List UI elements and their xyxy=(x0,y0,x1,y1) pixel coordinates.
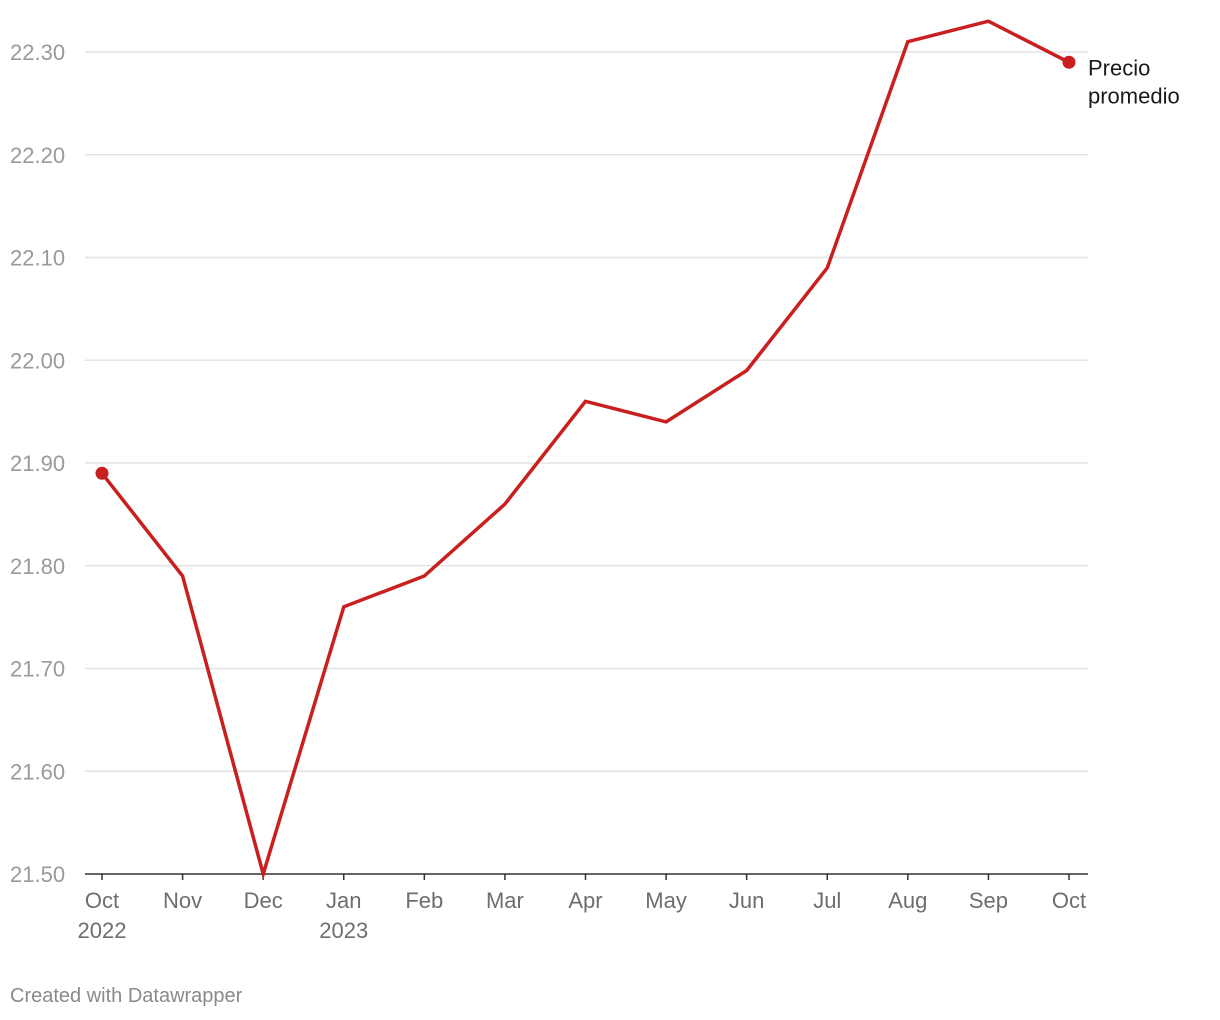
y-tick-label: 21.80 xyxy=(10,554,65,579)
series-line xyxy=(100,19,1070,881)
x-tick-label: Dec xyxy=(244,888,283,913)
y-tick-label: 21.50 xyxy=(10,862,65,887)
series-label: Precio promedio xyxy=(1088,55,1180,108)
series-label-line: Precio xyxy=(1088,55,1150,80)
x-tick-label: Aug xyxy=(888,888,927,913)
x-tick-label: May xyxy=(645,888,687,913)
footer-credit: Created with Datawrapper xyxy=(10,985,243,1007)
endpoint-dot xyxy=(95,466,109,480)
x-tick-label: Nov xyxy=(163,888,202,913)
endpoint-dot xyxy=(1062,55,1076,69)
x-tick-label: Apr xyxy=(568,888,602,913)
x-tick-label: Sep xyxy=(969,888,1008,913)
y-tick-label: 21.90 xyxy=(10,451,65,476)
x-tick-label: Jun xyxy=(729,888,764,913)
series-label-line: promedio xyxy=(1088,83,1180,108)
x-tick-label: Oct xyxy=(1052,888,1086,913)
x-tick-label: Mar xyxy=(486,888,524,913)
gridlines xyxy=(85,51,1088,875)
x-tick-label: Feb xyxy=(405,888,443,913)
y-tick-label: 21.70 xyxy=(10,657,65,682)
line-chart: 21.50 21.60 21.70 21.80 21.90 22.00 22.10 22.20… xyxy=(10,19,1180,943)
x-tick-label: Oct xyxy=(85,888,119,913)
y-tick-label: 21.60 xyxy=(10,759,65,784)
y-tick-label: 22.20 xyxy=(10,143,65,168)
series-layer: Precio promedio xyxy=(95,19,1180,881)
y-tick-label: 22.00 xyxy=(10,348,65,373)
x-axis-ticks: Oct 2022 Nov Dec Jan 2023 Feb Mar Apr May Jun Jul Au… xyxy=(78,874,1086,943)
x-tick-year-label: 2022 xyxy=(78,918,127,943)
x-tick-year-label: 2023 xyxy=(319,918,368,943)
y-tick-label: 22.30 xyxy=(10,40,65,65)
x-tick-label: Jan xyxy=(326,888,361,913)
y-tick-label: 22.10 xyxy=(10,246,65,271)
x-tick-label: Jul xyxy=(813,888,841,913)
y-axis-ticks: 21.50 21.60 21.70 21.80 21.90 22.00 22.10 22.20… xyxy=(10,40,65,887)
